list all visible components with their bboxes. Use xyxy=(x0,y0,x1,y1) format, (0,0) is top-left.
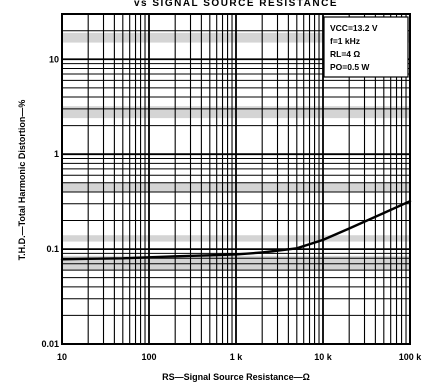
series-layer xyxy=(60,199,412,261)
y-tick-label: 0.01 xyxy=(41,339,59,349)
conditions-box xyxy=(323,16,409,78)
y-tick-label: 0.1 xyxy=(46,244,59,254)
y-axis-title: T.H.D.—Total Harmonic Distortion—% xyxy=(17,100,27,261)
x-tick-label: 100 k xyxy=(399,352,423,362)
condition-power: PO=0.5 W xyxy=(330,62,370,72)
x-tick-label: 1 k xyxy=(230,352,244,362)
y-tick-label: 10 xyxy=(49,54,59,64)
chart-title: vs SIGNAL SOURCE RESISTANCE xyxy=(134,0,338,9)
x-tick-label: 10 k xyxy=(314,352,333,362)
x-tick-label: 100 xyxy=(141,352,156,362)
y-tick-label: 1 xyxy=(54,149,59,159)
condition-frequency: f=1 kHz xyxy=(330,36,360,46)
x-axis-title: RS—Signal Source Resistance—Ω xyxy=(162,372,310,382)
condition-vcc: VCC=13.2 V xyxy=(330,23,378,33)
grid-lines xyxy=(61,13,410,345)
conditions-legend: VCC=13.2 V f=1 kHz RL=4 Ω PO=0.5 W xyxy=(323,16,409,78)
x-tick-label: 10 xyxy=(57,352,67,362)
condition-load: RL=4 Ω xyxy=(330,49,360,59)
series-line-0 xyxy=(60,199,412,261)
x-tick-labels: 10 100 1 k 10 k 100 k xyxy=(57,352,422,362)
y-tick-labels: 0.01 0.1 1 10 xyxy=(41,54,59,349)
plot-frame xyxy=(61,13,411,345)
